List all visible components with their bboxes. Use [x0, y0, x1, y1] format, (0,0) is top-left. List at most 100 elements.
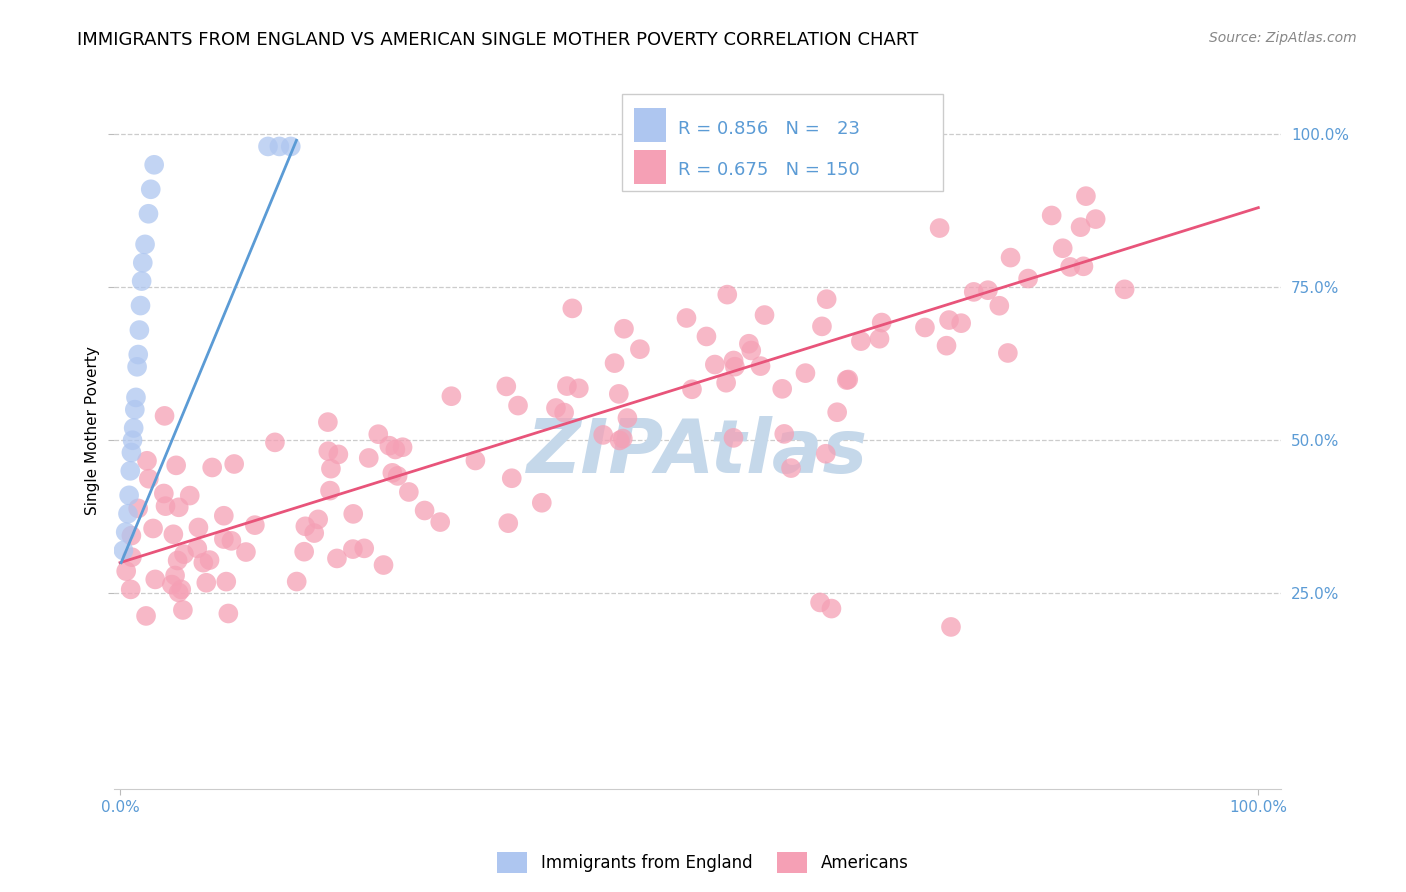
- Point: [1059, 260, 1081, 274]
- Point: [825, 405, 848, 419]
- Point: [353, 541, 375, 556]
- Point: [378, 439, 401, 453]
- Point: [561, 301, 583, 316]
- Point: [316, 415, 339, 429]
- Point: [387, 469, 409, 483]
- Point: [613, 322, 636, 336]
- Point: [553, 405, 575, 419]
- FancyBboxPatch shape: [621, 95, 943, 191]
- Point: [302, 526, 325, 541]
- Text: R = 0.675   N = 150: R = 0.675 N = 150: [678, 161, 859, 179]
- Point: [138, 207, 160, 221]
- FancyBboxPatch shape: [634, 108, 666, 143]
- Point: [997, 346, 1019, 360]
- Point: [384, 442, 406, 457]
- Point: [935, 339, 957, 353]
- Point: [815, 292, 838, 306]
- Point: [398, 485, 420, 500]
- Point: [342, 542, 364, 557]
- Point: [496, 516, 519, 531]
- Point: [187, 520, 209, 534]
- Point: [221, 533, 243, 548]
- Point: [121, 434, 143, 448]
- Point: [740, 343, 762, 358]
- Point: [127, 359, 149, 374]
- Point: [703, 358, 725, 372]
- Point: [167, 585, 190, 599]
- Point: [326, 551, 349, 566]
- Point: [963, 285, 986, 299]
- Point: [749, 359, 772, 373]
- Point: [391, 440, 413, 454]
- Point: [120, 445, 142, 459]
- Point: [681, 382, 703, 396]
- Point: [319, 483, 342, 498]
- Point: [695, 329, 717, 343]
- Point: [506, 399, 529, 413]
- Point: [318, 444, 340, 458]
- Point: [1074, 189, 1097, 203]
- Point: [167, 500, 190, 515]
- Point: [292, 544, 315, 558]
- Point: [124, 402, 146, 417]
- Point: [820, 601, 842, 615]
- Point: [367, 427, 389, 442]
- Point: [939, 620, 962, 634]
- Point: [160, 577, 183, 591]
- Point: [928, 221, 950, 235]
- Point: [1017, 271, 1039, 285]
- Point: [198, 553, 221, 567]
- Point: [835, 373, 858, 387]
- Point: [869, 332, 891, 346]
- Point: [172, 603, 194, 617]
- Point: [616, 411, 638, 425]
- Y-axis label: Single Mother Poverty: Single Mother Poverty: [86, 347, 100, 516]
- Point: [794, 366, 817, 380]
- Point: [131, 274, 153, 288]
- Point: [328, 447, 350, 461]
- Point: [264, 435, 287, 450]
- Point: [870, 316, 893, 330]
- Point: [153, 486, 176, 500]
- Point: [609, 434, 631, 448]
- Point: [675, 310, 697, 325]
- Point: [142, 521, 165, 535]
- Point: [814, 447, 837, 461]
- Point: [628, 342, 651, 356]
- Point: [914, 320, 936, 334]
- Point: [319, 461, 342, 475]
- Point: [243, 518, 266, 533]
- Point: [938, 313, 960, 327]
- Point: [135, 608, 157, 623]
- Point: [117, 507, 139, 521]
- Point: [1114, 282, 1136, 296]
- Point: [495, 379, 517, 393]
- Point: [811, 319, 834, 334]
- Point: [1073, 260, 1095, 274]
- Point: [165, 568, 187, 582]
- Point: [413, 503, 436, 517]
- Point: [212, 532, 235, 546]
- Point: [501, 471, 523, 485]
- FancyBboxPatch shape: [634, 150, 666, 184]
- Point: [555, 379, 578, 393]
- Point: [115, 564, 138, 578]
- Point: [307, 512, 329, 526]
- Point: [143, 158, 166, 172]
- Point: [217, 607, 239, 621]
- Point: [780, 461, 803, 475]
- Point: [170, 582, 193, 597]
- Point: [342, 507, 364, 521]
- Point: [120, 528, 142, 542]
- Point: [429, 515, 451, 529]
- Point: [114, 524, 136, 539]
- Point: [269, 139, 291, 153]
- Point: [215, 574, 238, 589]
- Point: [950, 316, 973, 330]
- Point: [118, 488, 141, 502]
- Point: [1084, 212, 1107, 227]
- Point: [592, 428, 614, 442]
- Point: [280, 139, 302, 153]
- Point: [808, 595, 831, 609]
- Point: [201, 460, 224, 475]
